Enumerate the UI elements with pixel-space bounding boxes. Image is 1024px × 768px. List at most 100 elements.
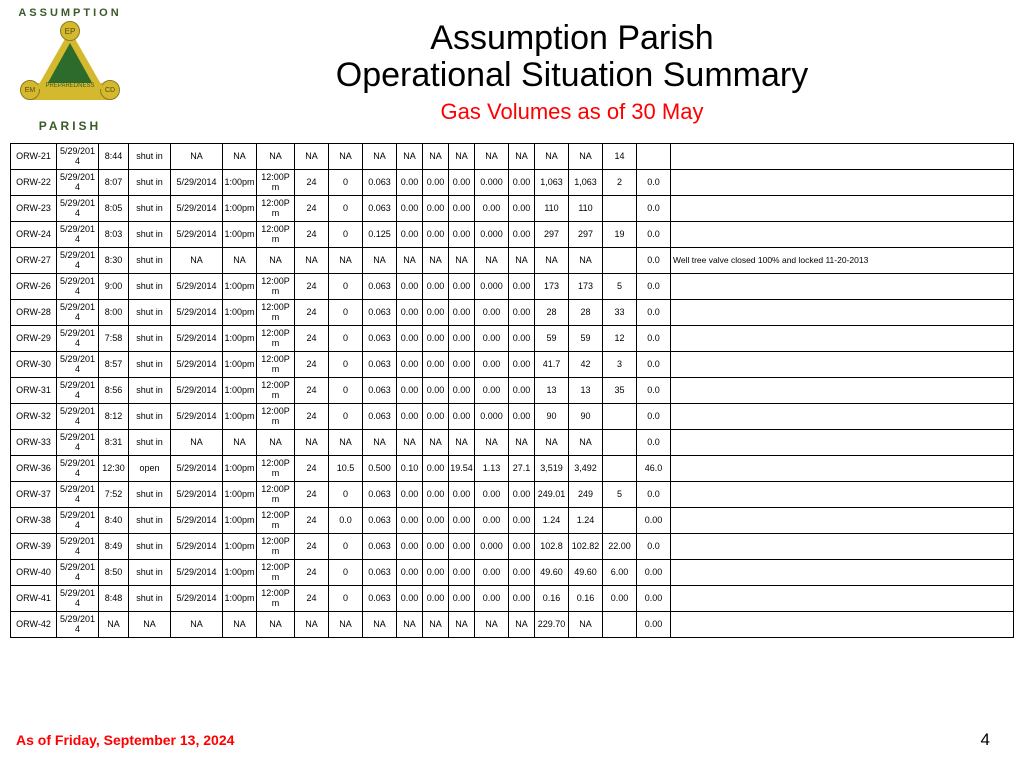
- cell-c3: 0.063: [363, 274, 397, 300]
- cell-status: shut in: [129, 586, 171, 612]
- cell-id: ORW-40: [11, 560, 57, 586]
- cell-t2: 12:00Pm: [257, 508, 295, 534]
- cell-c3: NA: [363, 430, 397, 456]
- cell-c9: 1.24: [535, 508, 569, 534]
- cell-d2: 5/29/2014: [171, 508, 223, 534]
- cell-c10: 13: [569, 378, 603, 404]
- cell-c5: NA: [423, 144, 449, 170]
- cell-time: 8:00: [99, 300, 129, 326]
- footer-date: As of Friday, September 13, 2024: [16, 732, 234, 748]
- cell-c6: 0.00: [449, 222, 475, 248]
- cell-id: ORW-38: [11, 508, 57, 534]
- cell-t1: 1:00pm: [223, 378, 257, 404]
- cell-t1: 1:00pm: [223, 352, 257, 378]
- cell-time: 8:57: [99, 352, 129, 378]
- cell-c6: 19.54: [449, 456, 475, 482]
- cell-c3: 0.063: [363, 508, 397, 534]
- cell-t1: 1:00pm: [223, 482, 257, 508]
- cell-date: 5/29/2014: [57, 482, 99, 508]
- cell-c9: 102.8: [535, 534, 569, 560]
- cell-c3: 0.063: [363, 404, 397, 430]
- cell-t2: 12:00Pm: [257, 456, 295, 482]
- cell-c2: NA: [329, 430, 363, 456]
- cell-c12: 0.0: [637, 170, 671, 196]
- cell-status: shut in: [129, 196, 171, 222]
- cell-c5: 0.00: [423, 274, 449, 300]
- cell-c7: 0.00: [475, 586, 509, 612]
- cell-t1: 1:00pm: [223, 300, 257, 326]
- cell-c11: 0.00: [603, 586, 637, 612]
- cell-c2: NA: [329, 612, 363, 638]
- cell-c6: 0.00: [449, 352, 475, 378]
- cell-d2: 5/29/2014: [171, 170, 223, 196]
- cell-notes: [671, 222, 1014, 248]
- cell-d2: 5/29/2014: [171, 534, 223, 560]
- cell-c7: 0.000: [475, 222, 509, 248]
- logo-top-text: ASSUMPTION: [10, 7, 130, 19]
- cell-c9: NA: [535, 430, 569, 456]
- cell-c10: 173: [569, 274, 603, 300]
- cell-c11: 35: [603, 378, 637, 404]
- cell-t2: 12:00Pm: [257, 222, 295, 248]
- cell-t1: NA: [223, 430, 257, 456]
- table-row: ORW-275/29/20148:30shut inNANANANANANANA…: [11, 248, 1014, 274]
- cell-c4: NA: [397, 430, 423, 456]
- cell-c4: 0.00: [397, 560, 423, 586]
- cell-c5: 0.00: [423, 222, 449, 248]
- cell-c12: 0.00: [637, 612, 671, 638]
- cell-t1: 1:00pm: [223, 560, 257, 586]
- cell-c2: 0: [329, 534, 363, 560]
- cell-c2: 0: [329, 274, 363, 300]
- cell-c6: NA: [449, 144, 475, 170]
- cell-notes: Well tree valve closed 100% and locked 1…: [671, 248, 1014, 274]
- title-line-1: Assumption Parish: [130, 20, 1014, 57]
- cell-c3: 0.063: [363, 170, 397, 196]
- logo-inner-icon: [45, 43, 95, 88]
- cell-c12: 46.0: [637, 456, 671, 482]
- cell-c12: 0.0: [637, 274, 671, 300]
- cell-c10: 1,063: [569, 170, 603, 196]
- cell-c8: 0.00: [509, 482, 535, 508]
- cell-c6: 0.00: [449, 534, 475, 560]
- cell-c1: 24: [295, 170, 329, 196]
- cell-c3: 0.063: [363, 560, 397, 586]
- cell-c11: 19: [603, 222, 637, 248]
- cell-id: ORW-39: [11, 534, 57, 560]
- cell-c3: NA: [363, 248, 397, 274]
- cell-c7: NA: [475, 430, 509, 456]
- cell-c7: 0.000: [475, 404, 509, 430]
- cell-id: ORW-29: [11, 326, 57, 352]
- cell-status: shut in: [129, 404, 171, 430]
- cell-c2: 0.0: [329, 508, 363, 534]
- cell-time: 8:48: [99, 586, 129, 612]
- cell-id: ORW-31: [11, 378, 57, 404]
- cell-c4: 0.00: [397, 352, 423, 378]
- cell-notes: [671, 326, 1014, 352]
- cell-c5: 0.00: [423, 456, 449, 482]
- cell-time: 8:07: [99, 170, 129, 196]
- cell-c8: NA: [509, 248, 535, 274]
- cell-status: shut in: [129, 560, 171, 586]
- cell-c10: 297: [569, 222, 603, 248]
- cell-date: 5/29/2014: [57, 300, 99, 326]
- cell-t1: NA: [223, 144, 257, 170]
- cell-c5: 0.00: [423, 534, 449, 560]
- cell-c11: 6.00: [603, 560, 637, 586]
- cell-id: ORW-28: [11, 300, 57, 326]
- cell-c5: 0.00: [423, 378, 449, 404]
- cell-t2: NA: [257, 612, 295, 638]
- cell-c9: 59: [535, 326, 569, 352]
- cell-c10: 1.24: [569, 508, 603, 534]
- cell-status: shut in: [129, 248, 171, 274]
- cell-c9: 28: [535, 300, 569, 326]
- cell-c5: NA: [423, 248, 449, 274]
- cell-c5: 0.00: [423, 170, 449, 196]
- cell-c11: 14: [603, 144, 637, 170]
- cell-t2: 12:00Pm: [257, 560, 295, 586]
- cell-c4: 0.10: [397, 456, 423, 482]
- cell-c1: 24: [295, 378, 329, 404]
- gas-volumes-table: ORW-215/29/20148:44shut inNANANANANANANA…: [10, 143, 1014, 638]
- cell-c5: 0.00: [423, 404, 449, 430]
- cell-c3: NA: [363, 612, 397, 638]
- cell-c3: 0.063: [363, 378, 397, 404]
